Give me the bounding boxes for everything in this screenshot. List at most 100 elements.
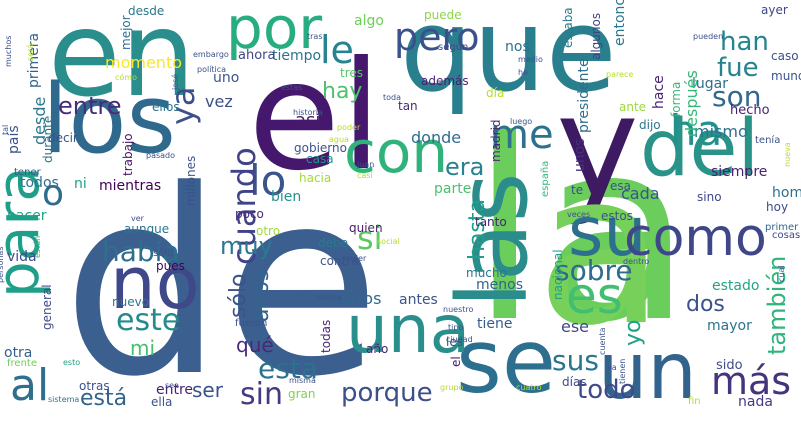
cloud-word: agua xyxy=(329,135,349,144)
cloud-word: parte xyxy=(434,181,471,197)
cloud-word: pueden xyxy=(693,32,723,41)
cloud-word: según xyxy=(438,41,468,53)
cloud-word: todas xyxy=(319,320,333,353)
cloud-word: le xyxy=(320,28,354,72)
cloud-word: va xyxy=(607,363,617,372)
cloud-word: tres xyxy=(340,66,363,80)
cloud-word: uno xyxy=(213,70,239,86)
cloud-word: después xyxy=(682,70,701,137)
cloud-word: una xyxy=(346,291,470,368)
cloud-word: como xyxy=(624,208,767,268)
cloud-word: tipo xyxy=(448,323,463,332)
cloud-word: tiempo xyxy=(272,48,321,64)
cloud-word: desde xyxy=(30,97,49,145)
cloud-word: ellos xyxy=(152,100,180,114)
cloud-word: esta xyxy=(258,352,318,385)
cloud-word: entonces xyxy=(612,0,628,46)
cloud-word: dos xyxy=(686,292,725,317)
cloud-word: está xyxy=(80,386,127,411)
cloud-word: frente xyxy=(7,358,37,369)
cloud-word: sobre xyxy=(555,254,633,287)
cloud-word: la xyxy=(470,86,693,377)
cloud-word: primera xyxy=(26,33,42,88)
cloud-word: luego xyxy=(510,117,532,126)
cloud-word: contra xyxy=(320,254,359,268)
cloud-word: además xyxy=(421,74,469,88)
cloud-word: sólo xyxy=(226,274,251,319)
cloud-word: dijo xyxy=(639,118,661,132)
cloud-word: nada xyxy=(738,394,773,410)
cloud-word: social xyxy=(377,237,400,246)
cloud-word: algunos xyxy=(589,13,603,60)
cloud-word: gobierno xyxy=(294,141,347,155)
cloud-word: cada xyxy=(621,184,660,203)
cloud-word: mientras xyxy=(99,178,161,194)
cloud-word: puede xyxy=(424,8,462,22)
cloud-word: desde xyxy=(128,4,164,18)
cloud-word: hay xyxy=(322,79,362,104)
cloud-word: parece xyxy=(606,70,633,79)
cloud-word: sino xyxy=(697,190,722,204)
cloud-word: primer xyxy=(765,222,799,233)
cloud-word: tan xyxy=(398,99,418,113)
cloud-word: sólo xyxy=(153,247,173,259)
cloud-word: casa xyxy=(306,152,334,166)
cloud-word: al xyxy=(10,360,49,411)
cloud-word: un xyxy=(598,327,697,417)
cloud-word: antes xyxy=(399,292,438,308)
cloud-word: o xyxy=(42,173,64,214)
cloud-word: te xyxy=(571,183,583,197)
cloud-word: día xyxy=(486,86,504,100)
cloud-word: hace xyxy=(651,75,667,109)
cloud-word: días xyxy=(562,375,587,389)
cloud-word: muchos xyxy=(4,36,13,67)
cloud-word: hacer xyxy=(7,208,47,224)
cloud-word: nacional xyxy=(551,249,565,300)
cloud-word: estos xyxy=(601,209,633,223)
cloud-word: otras xyxy=(79,379,110,393)
cloud-word: entre xyxy=(58,92,122,120)
cloud-word: el xyxy=(248,30,382,204)
cloud-word: tras xyxy=(307,32,323,41)
cloud-word: general xyxy=(40,284,54,330)
cloud-word: estas xyxy=(281,83,302,92)
cloud-word: han xyxy=(720,27,769,57)
cloud-word: ya xyxy=(164,86,202,125)
cloud-word: hacia xyxy=(299,171,331,185)
cloud-word: ella xyxy=(151,395,172,409)
cloud-word: muy xyxy=(220,232,273,260)
cloud-word: durante xyxy=(41,116,55,163)
cloud-word: años xyxy=(249,270,274,322)
cloud-word: fueron xyxy=(235,318,267,329)
cloud-word: están xyxy=(33,236,42,258)
cloud-word: pues xyxy=(156,259,185,273)
cloud-word: entre xyxy=(156,382,193,398)
cloud-word: algo xyxy=(354,13,384,29)
cloud-word: política xyxy=(197,65,226,74)
cloud-word: aunque xyxy=(124,222,169,236)
cloud-word: hombre xyxy=(772,185,801,201)
cloud-word: ciudad xyxy=(446,335,473,344)
cloud-word: a xyxy=(536,127,665,372)
cloud-word: caso xyxy=(771,49,799,63)
cloud-word: trabajo xyxy=(121,133,135,176)
cloud-word: estaba xyxy=(561,7,575,48)
cloud-word: presidente xyxy=(576,58,592,133)
cloud-word: nuestro xyxy=(443,305,473,314)
cloud-word: cuando xyxy=(225,147,263,265)
cloud-word: será xyxy=(26,44,35,61)
cloud-word: medio xyxy=(518,55,543,64)
cloud-word: del xyxy=(640,104,759,194)
cloud-word: es xyxy=(566,267,623,325)
cloud-word: josé xyxy=(170,74,180,91)
cloud-word: también xyxy=(763,256,791,355)
cloud-word: y xyxy=(556,66,639,229)
cloud-word: nueva xyxy=(783,142,792,167)
cloud-word: tener xyxy=(14,167,42,178)
cloud-word: se xyxy=(456,310,556,413)
cloud-word: mayor xyxy=(707,318,752,334)
cloud-word: por xyxy=(226,0,322,62)
cloud-word: pero xyxy=(394,15,480,59)
